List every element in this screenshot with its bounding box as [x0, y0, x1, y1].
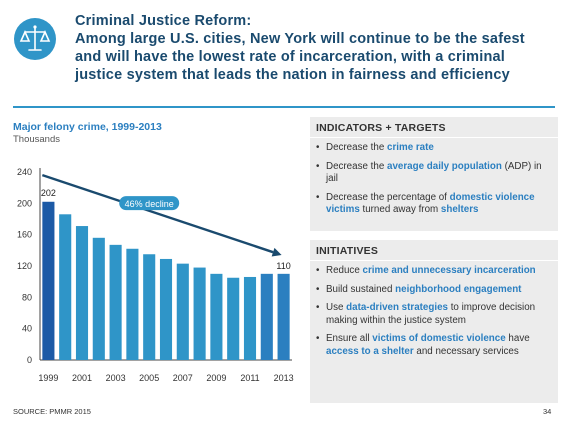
bar-1999 — [42, 201, 55, 360]
x-tick-label: 2007 — [173, 373, 193, 383]
headline-line-3: and will have the lowest rate of incarce… — [75, 49, 505, 65]
y-tick-label: 200 — [17, 198, 32, 208]
y-tick-label: 80 — [22, 292, 32, 302]
bar-2000 — [59, 214, 72, 360]
indicator-item: Decrease the crime rate — [316, 142, 552, 155]
bar-2011 — [243, 276, 257, 360]
bar-2013 — [277, 273, 290, 360]
bar-2001 — [75, 226, 89, 360]
chart-title: Major felony crime, 1999-2013 — [13, 121, 162, 133]
annotation-text: 46% decline — [125, 199, 174, 209]
bar-2003 — [109, 244, 122, 360]
x-tick-label: 2003 — [106, 373, 126, 383]
bar-2002 — [92, 237, 105, 360]
felony-crime-bar-chart: 0 40 80 120 160 200 240 1999 2001 2003 2005 2007 200… — [17, 167, 294, 383]
source-note: SOURCE: PMMR 2015 — [13, 407, 91, 416]
bar-2012 — [260, 273, 273, 360]
initiative-item: Reduce crime and unnecessary incarcerati… — [316, 265, 552, 278]
x-tick-label: 2013 — [274, 373, 294, 383]
header-divider — [13, 106, 555, 108]
annotation-pill — [119, 196, 180, 211]
indicators-panel: INDICATORS + TARGETS Decrease the crime … — [310, 117, 558, 231]
indicators-heading: INDICATORS + TARGETS — [310, 117, 558, 138]
data-label-last: 110 — [276, 261, 290, 271]
page-number: 34 — [543, 407, 552, 416]
y-tick-label: 0 — [27, 355, 32, 365]
headline-line-2: Among large U.S. cities, New York will c… — [75, 31, 525, 47]
headline-line-4: justice system that leads the nation in … — [75, 67, 510, 83]
bar-2006 — [159, 258, 173, 360]
x-tick-label: 2011 — [240, 373, 259, 383]
bar-2009 — [210, 273, 223, 360]
headline: Criminal Justice Reform: Among large U.S… — [75, 12, 555, 84]
decline-arrow — [41, 173, 274, 254]
bar-2005 — [143, 254, 156, 360]
bar-2010 — [227, 277, 240, 360]
x-tick-label: 1999 — [38, 373, 58, 383]
bar-2004 — [126, 248, 139, 360]
x-tick-label: 2005 — [139, 373, 159, 383]
initiative-item: Build sustained neighborhood engagement — [316, 284, 552, 297]
y-tick-label: 240 — [17, 167, 32, 177]
data-label-first: 202 — [41, 188, 56, 198]
initiatives-panel: INITIATIVES Reduce crime and unnecessary… — [310, 240, 558, 403]
y-tick-label: 120 — [17, 261, 32, 271]
initiatives-heading: INITIATIVES — [310, 240, 558, 261]
indicator-item: Decrease the percentage of domestic viol… — [316, 192, 552, 217]
headline-line-1: Criminal Justice Reform: — [75, 13, 252, 29]
scales-of-justice-icon — [13, 17, 57, 61]
indicator-item: Decrease the average daily population (A… — [316, 161, 552, 186]
y-tick-label: 160 — [17, 230, 32, 240]
bar-2007 — [176, 263, 189, 360]
decline-arrow-head — [271, 247, 282, 257]
initiative-item: Use data-driven strategies to improve de… — [316, 302, 552, 327]
chart-subtitle: Thousands — [13, 134, 61, 145]
y-tick-label: 40 — [22, 324, 32, 334]
bar-2008 — [193, 267, 206, 360]
x-tick-label: 2009 — [206, 373, 226, 383]
x-tick-label: 2001 — [72, 373, 92, 383]
initiative-item: Ensure all victims of domestic violence … — [316, 333, 552, 358]
